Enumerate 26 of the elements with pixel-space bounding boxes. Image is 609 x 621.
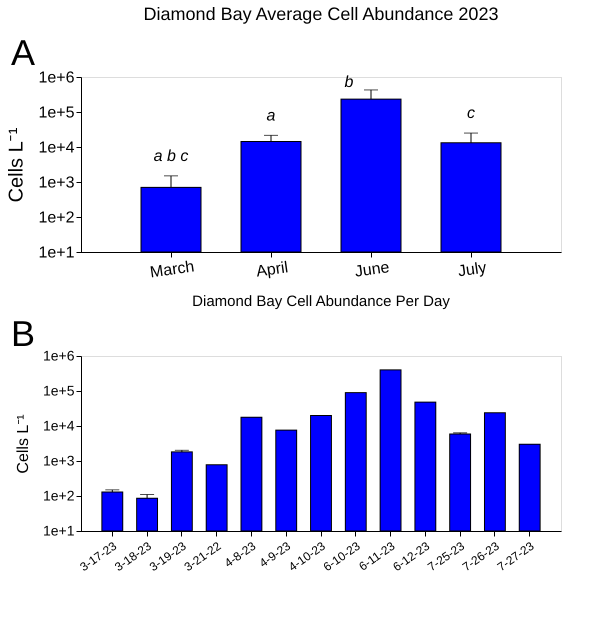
annotation: a b c [154, 148, 188, 165]
chart-title: Diamond Bay Cell Abundance Per Day [192, 293, 450, 310]
y-tick-label: 1e+3 [42, 452, 75, 468]
y-tick-label: 1e+6 [38, 70, 75, 86]
chart-title: Diamond Bay Average Cell Abundance 2023 [144, 4, 498, 24]
y-tick-label: 1e+4 [38, 140, 75, 156]
y-tick-label: 1e+1 [42, 522, 75, 538]
y-tick-label: 1e+2 [38, 210, 75, 226]
x-tick-label: April [255, 259, 290, 281]
y-axis-title: Cells L⁻¹ [5, 127, 28, 202]
x-tick-label: March [148, 258, 196, 282]
annotation: c [467, 105, 475, 122]
text: B [11, 313, 36, 354]
annotation: a [266, 107, 276, 124]
annotation: b [344, 74, 354, 91]
y-tick-label: 1e+5 [38, 104, 75, 122]
y-tick-label: 1e+4 [42, 418, 75, 434]
y-tick-label: 1e+1 [38, 244, 75, 262]
y-tick-label: 1e+5 [42, 382, 75, 398]
x-tick-label: July [456, 260, 488, 280]
y-tick-label: 1e+2 [42, 488, 75, 504]
y-tick-label: 1e+6 [42, 348, 75, 364]
y-tick-label: 1e+3 [38, 174, 75, 192]
y-axis-title: Cells L⁻¹ [14, 414, 32, 474]
text: A [11, 32, 36, 73]
x-tick-label: June [354, 259, 391, 281]
